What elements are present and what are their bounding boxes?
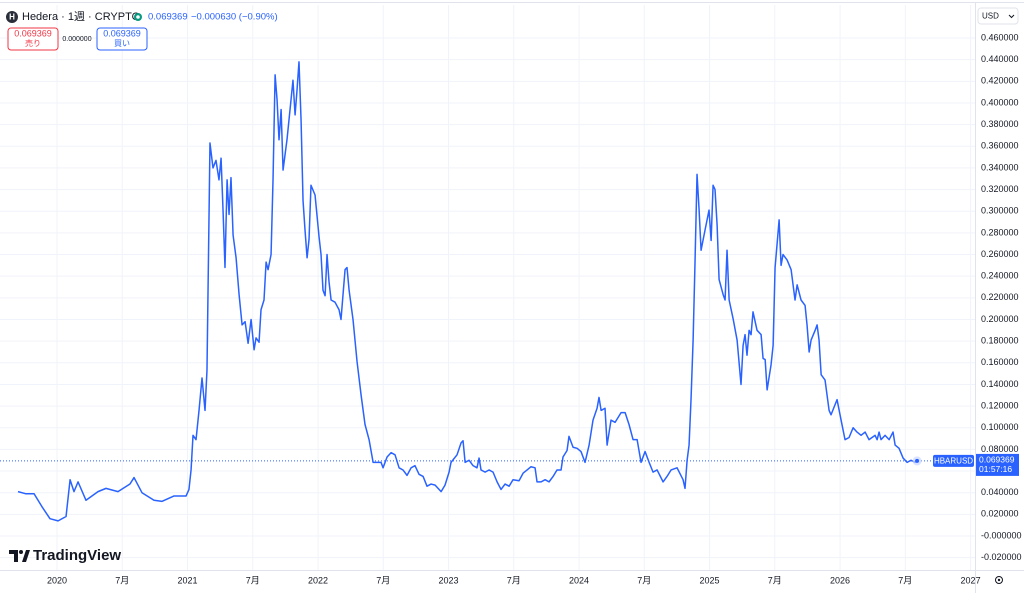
logo-dot	[19, 550, 23, 554]
y-tick-label: 0.340000	[981, 162, 1019, 172]
symbol-logo-letter: H	[9, 13, 15, 22]
price-axis: -0.020000-0.0000000.0200000.0400000.0600…	[975, 3, 1024, 593]
header-change: −0.000630 (−0.90%)	[191, 12, 278, 23]
symbol-title: Hedera · 1週 · CRYPTO	[22, 10, 141, 23]
settings-icon[interactable]	[995, 576, 1003, 584]
y-tick-label: 0.100000	[981, 422, 1019, 432]
y-tick-label: 0.400000	[981, 97, 1019, 107]
x-tick-label: 7月	[507, 575, 521, 585]
x-tick-label: 2027	[961, 575, 981, 585]
y-tick-label: 0.260000	[981, 249, 1019, 259]
settings-icon-center[interactable]	[997, 578, 1001, 582]
y-tick-label: 0.180000	[981, 336, 1019, 346]
watermark-logo	[9, 550, 30, 562]
x-tick-label: 2022	[308, 575, 328, 585]
x-tick-label: 7月	[115, 575, 129, 585]
countdown: 01:57:16	[979, 464, 1012, 474]
y-tick-label: 0.220000	[981, 292, 1019, 302]
x-tick-label: 7月	[376, 575, 390, 585]
y-tick-label: 0.460000	[981, 32, 1019, 42]
x-tick-label: 2023	[439, 575, 459, 585]
sell-label[interactable]: 売り	[25, 38, 41, 48]
buy-label[interactable]: 買い	[114, 39, 130, 48]
x-tick-label: 2020	[47, 575, 67, 585]
y-tick-label: 0.120000	[981, 400, 1019, 410]
y-tick-label: 0.280000	[981, 227, 1019, 237]
y-tick-label: 0.360000	[981, 141, 1019, 151]
currency-button[interactable]	[977, 7, 1019, 25]
currency[interactable]: USD	[982, 12, 999, 21]
symbol-logo	[6, 11, 18, 23]
y-tick-label: 0.140000	[981, 379, 1019, 389]
y-tick-label: 0.420000	[981, 76, 1019, 86]
y-tick-label: 0.380000	[981, 119, 1019, 129]
price-label-bg	[976, 453, 1019, 476]
y-tick-label: 0.160000	[981, 357, 1019, 367]
x-tick-label: 2021	[178, 575, 198, 585]
y-tick-label: 0.440000	[981, 54, 1019, 64]
currency-caret[interactable]	[1008, 14, 1015, 19]
header-price: 0.069369	[148, 12, 188, 23]
x-tick-label: 2025	[700, 575, 720, 585]
logo-slash	[22, 550, 30, 562]
price-label: 0.069369	[979, 455, 1015, 465]
y-tick-label: 0.040000	[981, 487, 1019, 497]
x-tick-label: 7月	[246, 575, 260, 585]
buy-price[interactable]: 0.069369	[103, 28, 141, 38]
x-tick-label: 2024	[569, 575, 589, 585]
price-axis-bg	[975, 3, 1024, 570]
x-tick-label: 7月	[637, 575, 651, 585]
series-label-bg	[933, 454, 974, 467]
y-tick-label: 0.240000	[981, 271, 1019, 281]
spread: 0.000000	[62, 36, 91, 43]
market-status-dot	[136, 15, 140, 19]
y-tick-label: -0.000000	[981, 530, 1022, 540]
watermark: TradingView	[33, 547, 121, 564]
x-tick-label: 2026	[830, 575, 850, 585]
buy-button[interactable]	[96, 27, 148, 51]
y-tick-label: 0.080000	[981, 444, 1019, 454]
sell-button[interactable]	[7, 27, 59, 51]
y-tick-label: 0.300000	[981, 206, 1019, 216]
logo-mark	[9, 550, 18, 562]
sell-price[interactable]: 0.069369	[14, 28, 52, 38]
y-tick-label: -0.020000	[981, 552, 1022, 562]
last-price-point	[915, 458, 920, 463]
y-tick-label: 0.020000	[981, 509, 1019, 519]
y-tick-label: 0.200000	[981, 314, 1019, 324]
plot-area	[0, 5, 975, 570]
series-label: HBARUSD	[934, 457, 973, 466]
x-tick-label: 7月	[898, 575, 912, 585]
y-tick-label: 0.320000	[981, 184, 1019, 194]
price-line	[17, 61, 918, 522]
x-tick-label: 7月	[768, 575, 782, 585]
